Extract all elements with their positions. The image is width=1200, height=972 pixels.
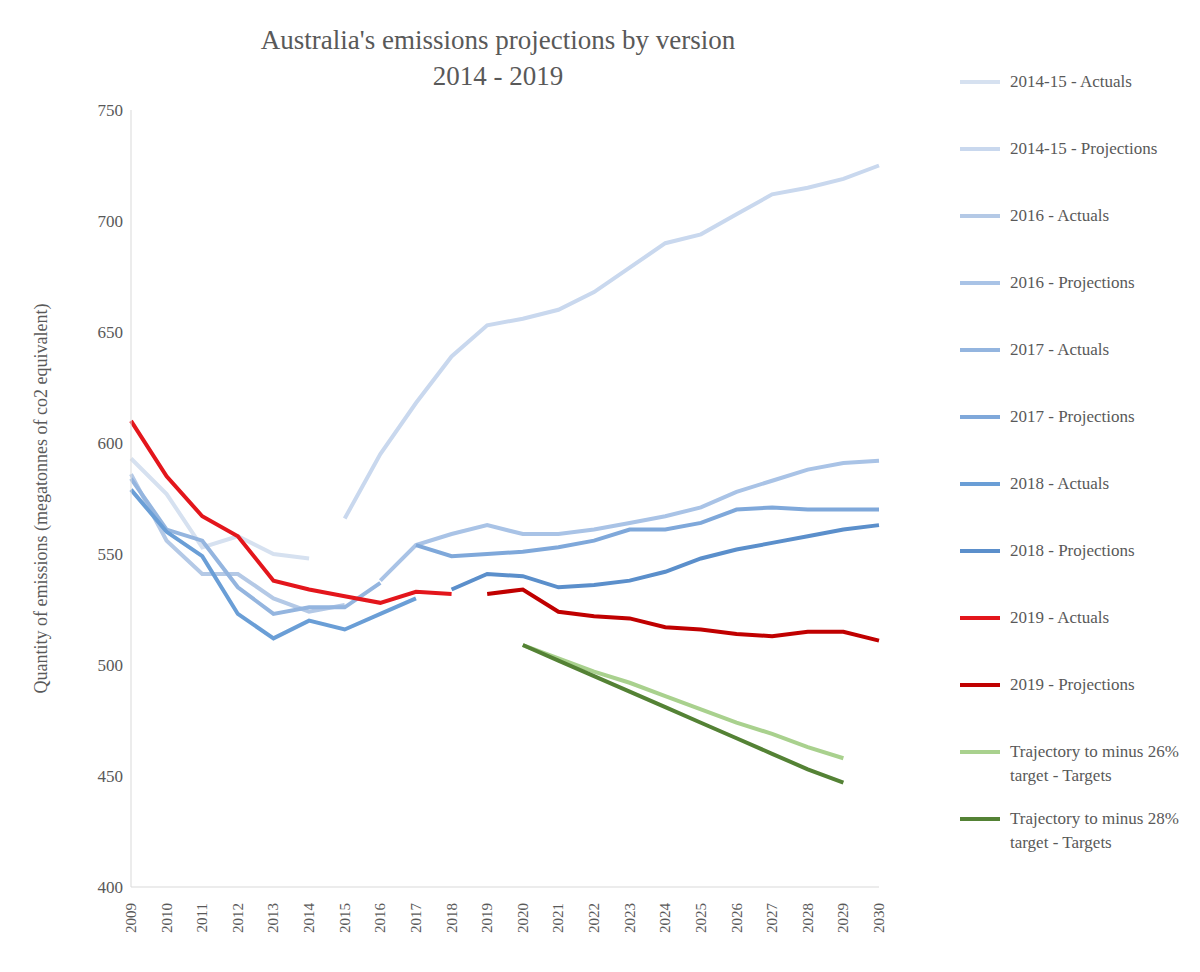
html-text:2017 - Actuals: 2017 - Actuals <box>1010 340 1110 359</box>
html-text:Trajectory to minus 26% target: Trajectory to minus 26% target - Targets <box>1010 742 1179 785</box>
svg-text:550: 550 <box>98 545 124 564</box>
svg-text:500: 500 <box>98 656 124 675</box>
html-text:2018 - Actuals: 2018 - Actuals <box>1010 474 1110 493</box>
svg-text:2025: 2025 <box>693 903 709 933</box>
svg-text:400: 400 <box>98 878 124 897</box>
svg-text:2021: 2021 <box>550 903 566 933</box>
svg-text:450: 450 <box>98 767 124 786</box>
svg-text:2009: 2009 <box>123 903 139 933</box>
svg-text:2020: 2020 <box>515 903 531 933</box>
svg-text:750: 750 <box>98 101 124 120</box>
html-text:2019 - Actuals: 2019 - Actuals <box>1010 608 1110 627</box>
svg-text:2022: 2022 <box>586 903 602 933</box>
svg-text:2010: 2010 <box>159 903 175 933</box>
html-text:2014-15 - Actuals: 2014-15 - Actuals <box>1010 72 1132 91</box>
svg-text:2024: 2024 <box>657 903 673 934</box>
svg-text:2030: 2030 <box>871 903 887 933</box>
svg-text:2028: 2028 <box>800 903 816 933</box>
svg-text:Quantity of emissions (megaton: Quantity of emissions (megatonnes of co2… <box>31 304 52 694</box>
html-text:2014-15 - Projections: 2014-15 - Projections <box>1010 139 1158 158</box>
svg-text:2016: 2016 <box>372 903 388 934</box>
svg-text:600: 600 <box>98 434 124 453</box>
html-text:2016 - Projections: 2016 - Projections <box>1010 273 1135 292</box>
svg-text:2011: 2011 <box>194 903 210 932</box>
html-text:2014 - 2019: 2014 - 2019 <box>432 61 564 91</box>
svg-text:2017: 2017 <box>408 903 424 934</box>
svg-text:2018: 2018 <box>444 903 460 933</box>
html-text:2017 - Projections: 2017 - Projections <box>1010 407 1135 426</box>
svg-text:2023: 2023 <box>622 903 638 933</box>
svg-text:650: 650 <box>98 323 124 342</box>
html-text:2016 - Actuals: 2016 - Actuals <box>1010 206 1110 225</box>
svg-text:2026: 2026 <box>729 903 745 934</box>
svg-text:2029: 2029 <box>835 903 851 933</box>
svg-text:2019: 2019 <box>479 903 495 933</box>
html-text:2018 - Projections: 2018 - Projections <box>1010 541 1135 560</box>
svg-text:2013: 2013 <box>265 903 281 933</box>
html-text:Trajectory to minus 28% target: Trajectory to minus 28% target - Targets <box>1010 809 1179 852</box>
svg-text:2014: 2014 <box>301 903 317 934</box>
svg-text:2027: 2027 <box>764 903 780 934</box>
svg-text:2015: 2015 <box>337 903 353 933</box>
svg-text:700: 700 <box>98 212 124 231</box>
svg-text:2012: 2012 <box>230 903 246 933</box>
html-text:Australia's emissions projecti: Australia's emissions projections by ver… <box>260 25 736 55</box>
html-text:2019 - Projections: 2019 - Projections <box>1010 675 1135 694</box>
